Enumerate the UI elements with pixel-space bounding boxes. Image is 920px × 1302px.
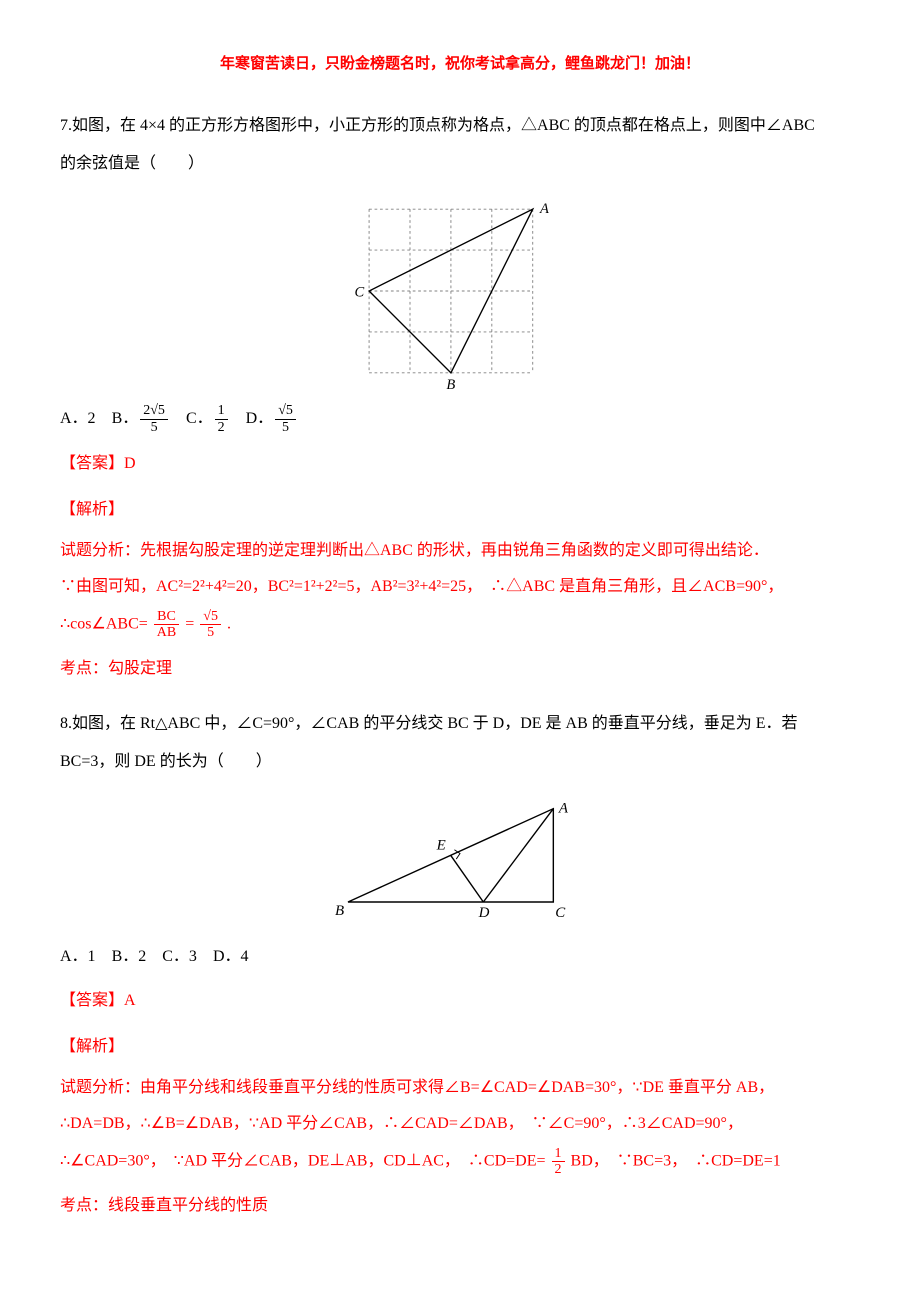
q7-frac2-den: 5 bbox=[204, 625, 217, 640]
q7-label-B: B bbox=[446, 377, 455, 391]
q7-analysis-line1: 试题分析：先根据勾股定理的逆定理判断出△ABC 的形状，再由锐角三角函数的定义即… bbox=[60, 536, 860, 566]
q8-analysis-line2: ∴DA=DB，∴∠B=∠DAB，∵AD 平分∠CAB，∴∠CAD=∠DAB， ∵… bbox=[60, 1109, 860, 1139]
q8-label-C: C bbox=[555, 905, 566, 921]
q7-frac-bc-ab: BC AB bbox=[154, 609, 179, 641]
q7-frac1-num: BC bbox=[154, 609, 179, 625]
q7-options: A．2 B． 2√5 5 C． 1 2 D． √5 5 bbox=[60, 403, 860, 435]
q8-al3-b: BD， ∵BC=3， ∴CD=DE=1 bbox=[571, 1152, 781, 1169]
q7-optC-label: C． bbox=[186, 404, 213, 434]
q7-optC-den: 2 bbox=[215, 420, 228, 435]
q8-analysis-line1: 试题分析：由角平分线和线段垂直平分线的性质可求得∠B=∠CAD=∠DAB=30°… bbox=[60, 1073, 860, 1103]
q7-optD-label: D． bbox=[246, 404, 274, 434]
q7-optB-num: 2√5 bbox=[140, 403, 168, 419]
q7-optB-den: 5 bbox=[148, 420, 161, 435]
q7-option-B: B． 2√5 5 bbox=[112, 403, 170, 435]
q7-stem-line2: 的余弦值是（ ） bbox=[60, 149, 860, 179]
q7-analysis-line2: ∵由图可知，AC²=2²+4²=20，BC²=1²+2²=5，AB²=3²+4²… bbox=[60, 572, 860, 602]
q7-grid-svg: A B C bbox=[350, 191, 570, 391]
q7-stem-line1: 7.如图，在 4×4 的正方形方格图形中，小正方形的顶点称为格点，△ABC 的顶… bbox=[60, 111, 860, 141]
q8-option-B: B．2 bbox=[112, 942, 147, 972]
q8-option-A: A．1 bbox=[60, 942, 96, 972]
header-encouragement: 年寒窗苦读日，只盼金榜题名时，祝你考试拿高分，鲤鱼跳龙门！加油！ bbox=[60, 50, 860, 79]
q7-optD-num: √5 bbox=[275, 403, 296, 419]
q7-option-D: D． √5 5 bbox=[246, 403, 298, 435]
q8-kaodian: 考点：线段垂直平分线的性质 bbox=[60, 1191, 860, 1221]
q8-stem-line1: 8.如图，在 Rt△ABC 中，∠C=90°，∠CAB 的平分线交 BC 于 D… bbox=[60, 709, 860, 739]
q8-answer: 【答案】A bbox=[60, 986, 860, 1016]
q7-kaodian: 考点：勾股定理 bbox=[60, 654, 860, 684]
q8-al3-a: ∴∠CAD=30°， ∵AD 平分∠CAB，DE⊥AB，CD⊥AC， ∴CD=D… bbox=[60, 1152, 546, 1169]
q8-figure: B D C A E bbox=[60, 790, 860, 930]
q8-frac-half: 1 2 bbox=[552, 1146, 565, 1178]
q7-optB-label: B． bbox=[112, 404, 139, 434]
q7-label-C: C bbox=[355, 285, 365, 301]
q7-optD-fraction: √5 5 bbox=[275, 403, 296, 435]
q7-optD-den: 5 bbox=[279, 420, 292, 435]
q7-frac-sqrt5-5: √5 5 bbox=[200, 609, 221, 641]
q8-label-E: E bbox=[436, 837, 446, 853]
q7-frac1-den: AB bbox=[154, 625, 179, 640]
q7-al3-a: ∴cos∠ABC= bbox=[60, 615, 148, 632]
q8-frac-num: 1 bbox=[552, 1146, 565, 1162]
q8-label-D: D bbox=[478, 905, 490, 921]
q7-answer: 【答案】D bbox=[60, 449, 860, 479]
q8-label-B: B bbox=[335, 903, 344, 919]
q7-frac2-num: √5 bbox=[200, 609, 221, 625]
q7-option-C: C． 1 2 bbox=[186, 403, 230, 435]
q8-option-D: D．4 bbox=[213, 942, 249, 972]
q7-eq: = bbox=[185, 615, 194, 632]
q7-option-A: A．2 bbox=[60, 404, 96, 434]
q7-dot: . bbox=[227, 615, 231, 632]
q8-option-C: C．3 bbox=[162, 942, 197, 972]
q8-options: A．1 B．2 C．3 D．4 bbox=[60, 942, 860, 972]
q7-figure: A B C bbox=[60, 191, 860, 391]
q7-optB-fraction: 2√5 5 bbox=[140, 403, 168, 435]
q7-optC-num: 1 bbox=[215, 403, 228, 419]
q8-label-A: A bbox=[558, 800, 569, 816]
q7-analysis-line3: ∴cos∠ABC= BC AB = √5 5 . bbox=[60, 609, 860, 641]
q8-stem-line2: BC=3，则 DE 的长为（ ） bbox=[60, 747, 860, 777]
q8-frac-den: 2 bbox=[552, 1162, 565, 1177]
q8-analysis-line3: ∴∠CAD=30°， ∵AD 平分∠CAB，DE⊥AB，CD⊥AC， ∴CD=D… bbox=[60, 1146, 860, 1178]
q7-label-A: A bbox=[539, 201, 549, 217]
q8-analysis-header: 【解析】 bbox=[60, 1032, 860, 1062]
q8-triangle-svg: B D C A E bbox=[320, 790, 600, 930]
q7-analysis-header: 【解析】 bbox=[60, 495, 860, 525]
q7-optC-fraction: 1 2 bbox=[215, 403, 228, 435]
